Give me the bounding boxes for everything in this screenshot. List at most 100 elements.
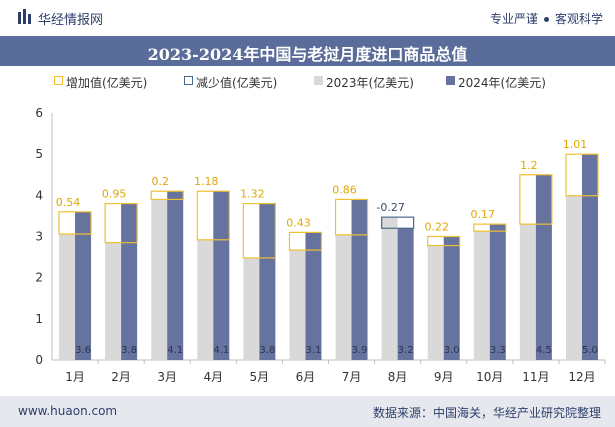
change-label: 1.2 — [520, 159, 538, 172]
x-tick-label: 10月 — [476, 370, 503, 384]
bar-2023 — [105, 242, 122, 360]
bar-chart: 0 1 2 3 4 5 6 0.54 3.6 1月 0.95 3.8 2月 0.2 4.1 3月 1.18 4.1… — [35, 106, 606, 384]
value-label-2024: 3.9 — [352, 345, 368, 356]
legend-2023-label: 2023年(亿美元) — [326, 76, 414, 90]
bar-2024 — [305, 232, 322, 360]
y-tick-label: 3 — [35, 230, 43, 244]
value-label-2024: 4.5 — [536, 345, 552, 356]
change-label: 0.86 — [332, 183, 357, 196]
bar-2023 — [335, 234, 352, 360]
tagline: 专业严谨 客观科学 — [490, 10, 603, 27]
legend-2023-swatch — [314, 76, 323, 85]
x-tick-label: 9月 — [434, 370, 454, 384]
bar-2024 — [213, 191, 230, 360]
change-label: 0.43 — [286, 216, 311, 229]
value-label-2024: 5.0 — [582, 345, 598, 356]
y-tick-label: 6 — [35, 106, 43, 120]
x-tick-label: 1月 — [65, 370, 85, 384]
y-tick-label: 0 — [35, 353, 43, 367]
bar-2024 — [397, 228, 414, 360]
bar-2023 — [381, 217, 398, 360]
change-label: 0.54 — [56, 196, 81, 209]
x-tick-label: 6月 — [296, 370, 316, 384]
value-label-2024: 3.1 — [306, 345, 322, 356]
tagline-right: 客观科学 — [554, 12, 603, 26]
bar-2023 — [427, 245, 444, 360]
bar-2024 — [581, 154, 598, 360]
x-tick-label: 8月 — [388, 370, 408, 384]
value-label-2024: 3.8 — [259, 345, 275, 356]
increase-box — [242, 202, 276, 259]
bar-2023 — [151, 199, 168, 360]
value-label-2024: 3.8 — [121, 345, 137, 356]
bar-2024 — [443, 236, 460, 360]
legend-increase-label: 增加值(亿美元) — [66, 76, 148, 90]
bar-2024 — [75, 211, 92, 360]
change-label: 0.17 — [471, 208, 496, 221]
bar-2023 — [243, 257, 260, 360]
x-tick-label: 4月 — [203, 370, 223, 384]
brand-name: 华经情报网 — [38, 13, 104, 28]
value-label-2024: 3.0 — [444, 345, 460, 356]
x-tick-label: 3月 — [157, 370, 177, 384]
title-bar: 2023-2024年中国与老挝月度进口商品总值 — [0, 36, 615, 66]
change-label: 1.32 — [240, 188, 265, 201]
data-source: 数据来源：中国海关，华经产业研究院整理 — [372, 406, 601, 420]
top-bar: 华经情报网 专业严谨 客观科学 — [0, 0, 615, 36]
y-tick-label: 2 — [35, 271, 43, 285]
legend-decrease-swatch — [184, 76, 193, 85]
value-label-2024: 3.6 — [75, 345, 91, 356]
x-tick-label: 7月 — [342, 370, 362, 384]
bar-2023 — [59, 234, 76, 360]
change-label: 0.22 — [424, 221, 449, 234]
bar-2023 — [289, 250, 306, 360]
huajing-logo-icon — [18, 9, 31, 24]
increase-box — [288, 231, 323, 251]
value-label-2024: 3.2 — [398, 345, 414, 356]
x-tick-label: 5月 — [250, 370, 270, 384]
bar-2024 — [489, 224, 506, 360]
decrease-box — [381, 216, 415, 229]
increase-box — [196, 190, 230, 241]
x-tick-label: 2月 — [111, 370, 131, 384]
bar-2023 — [519, 224, 536, 360]
bar-2024 — [535, 174, 552, 360]
dot-separator-icon — [543, 17, 549, 22]
value-label-2024: 4.1 — [213, 345, 229, 356]
increase-box — [565, 153, 599, 197]
legend-2024-swatch — [446, 76, 455, 85]
value-label-2024: 4.1 — [167, 345, 183, 356]
bar-2023 — [565, 195, 582, 360]
increase-box — [104, 202, 138, 244]
legend-increase-swatch — [54, 76, 63, 85]
bar-2023 — [473, 231, 490, 360]
footer-bar: www.huaon.com 数据来源：中国海关，华经产业研究院整理 — [0, 396, 615, 427]
legend-decrease-label: 减少值(亿美元) — [196, 76, 278, 90]
change-label: -0.27 — [376, 201, 404, 214]
bar-2023 — [197, 239, 214, 360]
increase-box — [58, 211, 92, 235]
value-label-2024: 3.3 — [490, 345, 506, 356]
increase-box — [150, 190, 184, 201]
chart-title: 2023-2024年中国与老挝月度进口商品总值 — [147, 45, 468, 64]
site-url: www.huaon.com — [18, 404, 118, 418]
y-tick-label: 5 — [35, 147, 43, 161]
increase-box — [427, 235, 461, 247]
change-label: 1.01 — [563, 138, 588, 151]
increase-box — [334, 198, 369, 236]
bar-2024 — [167, 191, 184, 360]
bar-2024 — [351, 199, 368, 360]
change-label: 0.2 — [151, 175, 169, 188]
bar-2024 — [259, 203, 276, 360]
legend-2024-label: 2024年(亿美元) — [458, 76, 546, 90]
x-tick-label: 12月 — [568, 370, 595, 384]
tagline-left: 专业严谨 — [489, 12, 538, 26]
bar-2024 — [121, 203, 138, 360]
y-tick-label: 1 — [35, 312, 43, 326]
y-tick-label: 4 — [35, 188, 43, 202]
change-label: 1.18 — [194, 175, 219, 188]
x-tick-label: 11月 — [522, 370, 549, 384]
change-label: 0.95 — [102, 188, 127, 201]
increase-box — [519, 174, 553, 225]
increase-box — [473, 223, 507, 232]
